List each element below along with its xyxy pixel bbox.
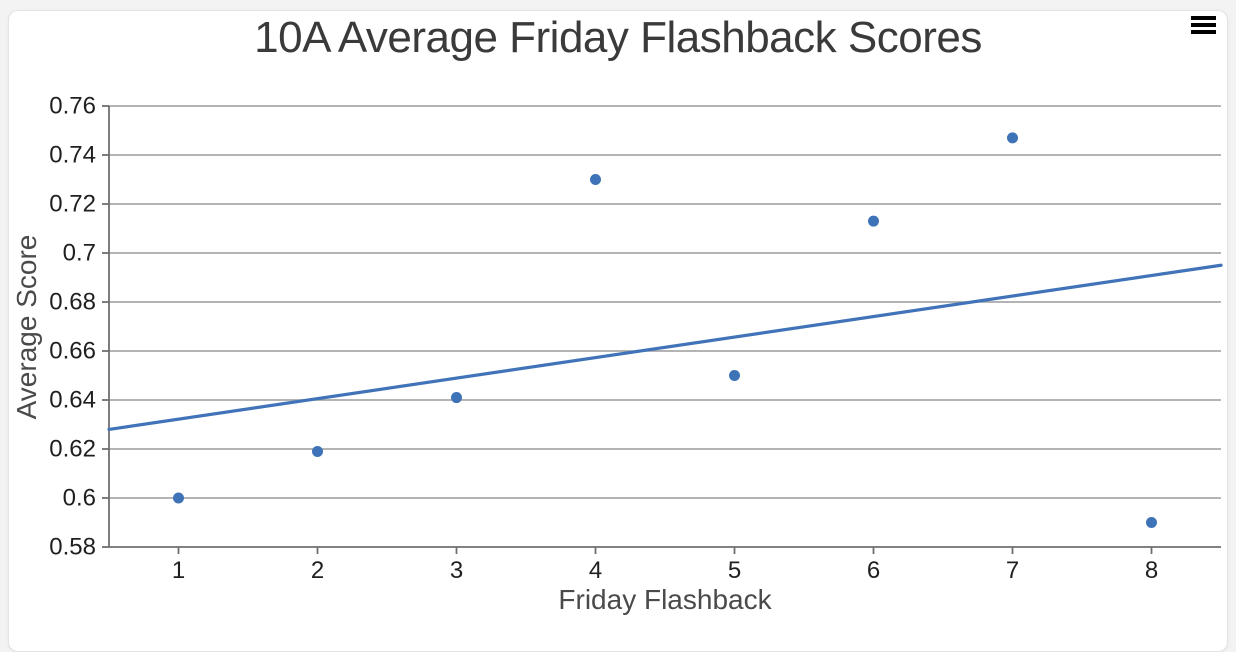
x-tick-label: 1 (172, 557, 185, 584)
y-tick-label: 0.58 (49, 534, 96, 561)
data-point[interactable] (590, 174, 601, 185)
data-point[interactable] (451, 392, 462, 404)
y-tick-label: 0.62 (49, 436, 96, 463)
y-tick-label: 0.74 (49, 142, 96, 169)
y-tick-label: 0.66 (49, 338, 96, 365)
hamburger-menu-icon (1189, 16, 1217, 34)
x-tick-label: 2 (311, 557, 324, 584)
x-axis-title: Friday Flashback (558, 584, 772, 615)
data-point[interactable] (1146, 517, 1157, 528)
y-tick-label: 0.76 (49, 93, 96, 120)
y-tick-label: 0.7 (63, 240, 96, 267)
x-tick-label: 3 (450, 557, 463, 584)
y-axis-title: Average Score (11, 234, 42, 420)
data-point[interactable] (173, 492, 184, 504)
data-point[interactable] (729, 370, 740, 381)
plot-canvas: 0.58 0.6 0.62 0.64 0.66 0.68 0.7 0.72 0.74 0.76 1 2… (49, 93, 1223, 584)
data-point[interactable] (1007, 132, 1018, 144)
y-tick-label: 0.6 (63, 485, 96, 512)
chart-context-menu-button[interactable] (1188, 12, 1218, 38)
x-tick-label: 6 (867, 557, 880, 584)
y-tick-label: 0.72 (49, 191, 96, 218)
y-tick-label: 0.64 (49, 387, 96, 414)
x-tick-label: 5 (728, 557, 741, 584)
trend-line (107, 263, 1223, 431)
x-tick-label: 4 (589, 557, 602, 584)
data-point[interactable] (868, 215, 879, 227)
chart-card (8, 10, 1228, 652)
x-tick-label: 7 (1006, 557, 1019, 584)
data-point[interactable] (312, 445, 323, 457)
x-tick-label: 8 (1145, 557, 1158, 584)
y-tick-label: 0.68 (49, 289, 96, 316)
chart-title: 10A Average Friday Flashback Scores (254, 13, 982, 62)
